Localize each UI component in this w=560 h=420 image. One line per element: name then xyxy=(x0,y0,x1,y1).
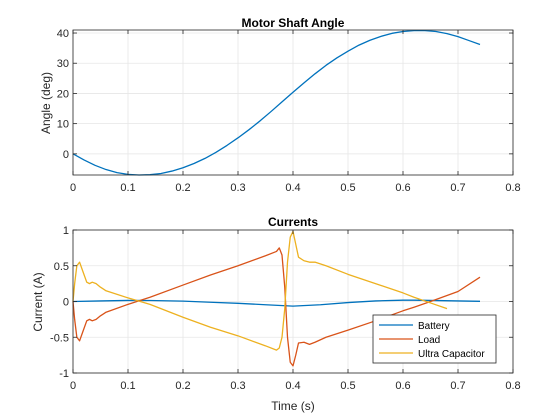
currents-ytick-label: 0 xyxy=(63,297,69,309)
shaft-angle-xtick-label: 0.4 xyxy=(285,182,300,194)
shaft-angle-xtick-label: 0.6 xyxy=(395,182,410,194)
currents-xtick-label: 0.6 xyxy=(395,380,410,392)
shaft-angle-xtick-label: 0.5 xyxy=(340,182,355,194)
currents-xtick-label: 0.3 xyxy=(230,380,245,392)
shaft-angle-title: Motor Shaft Angle xyxy=(242,16,345,30)
legend-label-battery: Battery xyxy=(418,321,450,332)
shaft-angle-ticks: 0 0.1 0.2 0.3 0.4 0.5 0.6 0.7 0.8 0 10 20 30 40 xyxy=(57,28,521,194)
currents-ytick-label: -1 xyxy=(59,368,69,380)
currents-ytick-label: -0.5 xyxy=(50,332,69,344)
shaft-angle-ylabel: Angle (deg) xyxy=(39,72,53,134)
currents-xtick-label: 0.5 xyxy=(340,380,355,392)
shaft-angle-axes: 0 0.1 0.2 0.3 0.4 0.5 0.6 0.7 0.8 0 10 20 30 40 Motor… xyxy=(39,16,521,194)
shaft-angle-xtick-label: 0 xyxy=(70,182,76,194)
shaft-angle-ytick-label: 10 xyxy=(57,119,69,131)
currents-xtick-label: 0.7 xyxy=(450,380,465,392)
currents-ytick-label: 1 xyxy=(63,225,69,237)
shaft-angle-ytick-label: 20 xyxy=(57,88,69,100)
currents-xtick-label: 0.1 xyxy=(120,380,135,392)
shaft-angle-xtick-label: 0.7 xyxy=(450,182,465,194)
currents-line-battery xyxy=(72,299,481,307)
currents-plot-lines xyxy=(72,230,481,367)
currents-xtick-label: 0 xyxy=(70,380,76,392)
currents-ticks: 0 0.1 0.2 0.3 0.4 0.5 0.6 0.7 0.8 -1 -0.5 0 0.5 1 xyxy=(50,225,521,392)
currents-legend: Battery Load Ultra Capacitor xyxy=(372,314,497,364)
shaft-angle-xtick-label: 0.1 xyxy=(120,182,135,194)
currents-axes: 0 0.1 0.2 0.3 0.4 0.5 0.6 0.7 0.8 -1 -0.5 0 0.5 1 Cur… xyxy=(31,215,521,413)
currents-title: Currents xyxy=(268,215,318,229)
shaft-angle-xtick-label: 0.2 xyxy=(175,182,190,194)
currents-xtick-label: 0.2 xyxy=(175,380,190,392)
shaft-angle-xtick-label: 0.8 xyxy=(505,182,520,194)
currents-line-ultra-capacitor xyxy=(72,230,448,351)
currents-ylabel: Current (A) xyxy=(31,272,45,331)
shaft-angle-ytick-label: 40 xyxy=(57,28,69,40)
shaft-angle-xtick-label: 0.3 xyxy=(230,182,245,194)
shaft-angle-ytick-label: 30 xyxy=(57,58,69,70)
currents-ytick-label: 0.5 xyxy=(54,261,69,273)
currents-xlabel: Time (s) xyxy=(271,399,315,413)
currents-xtick-label: 0.8 xyxy=(505,380,520,392)
currents-xtick-label: 0.4 xyxy=(285,380,300,392)
legend-label-load: Load xyxy=(418,335,440,346)
legend-label-ultra-capacitor: Ultra Capacitor xyxy=(418,349,485,360)
shaft-angle-ytick-label: 0 xyxy=(63,149,69,161)
currents-line-load xyxy=(72,247,481,367)
